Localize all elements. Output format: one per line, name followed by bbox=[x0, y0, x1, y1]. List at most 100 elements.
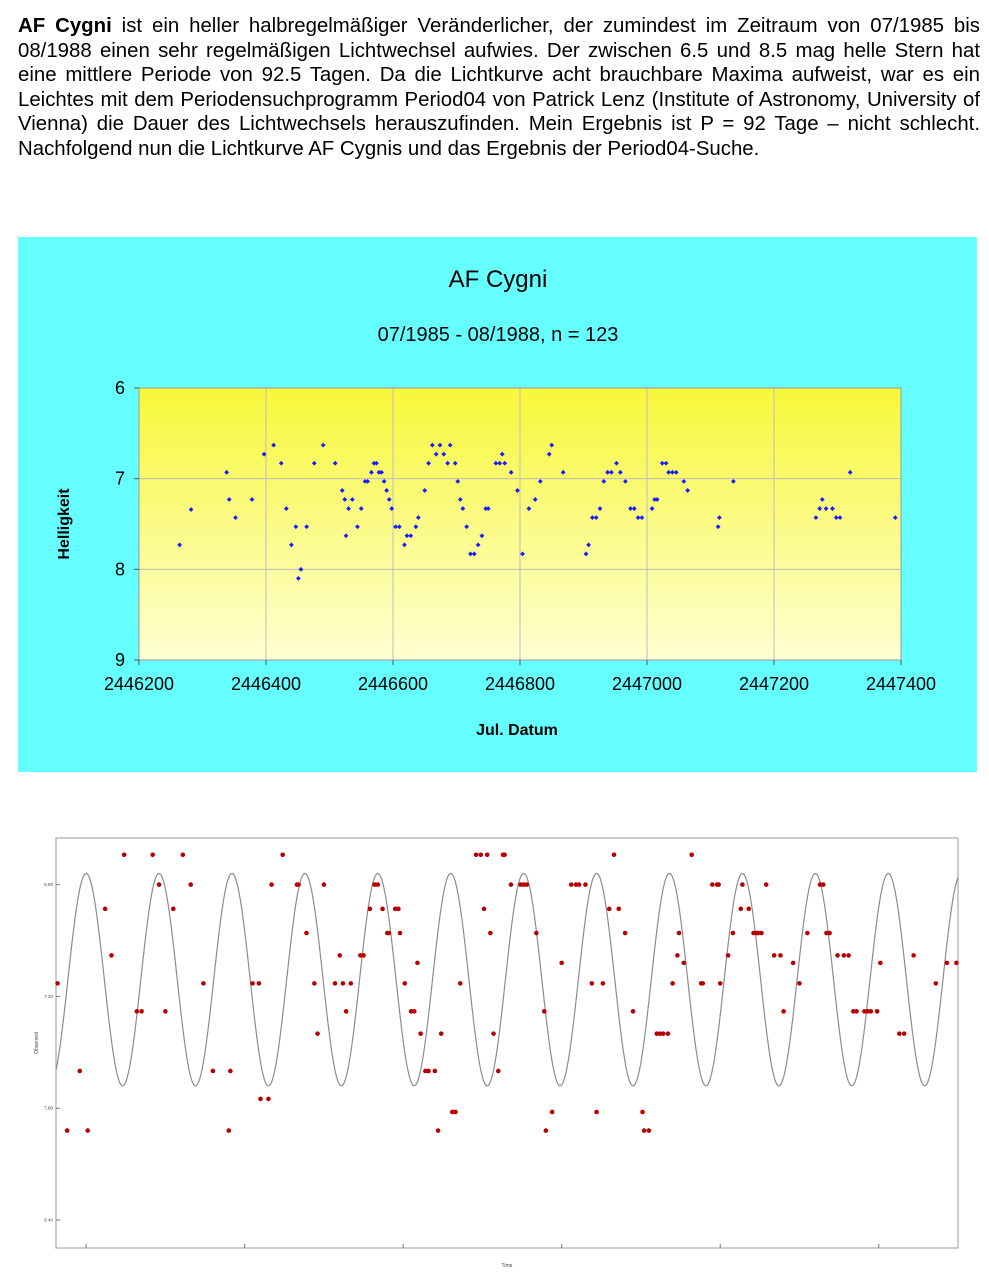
chart1-point bbox=[261, 451, 267, 457]
chart1-point bbox=[617, 469, 623, 475]
chart2-point bbox=[432, 1068, 438, 1074]
chart2-point bbox=[228, 1068, 233, 1074]
chart2-point bbox=[709, 882, 715, 887]
chart2-point bbox=[576, 882, 582, 887]
chart1-point bbox=[817, 506, 823, 511]
chart1-point bbox=[386, 497, 392, 502]
chart2-point bbox=[250, 981, 255, 986]
chart2-point bbox=[622, 930, 628, 936]
chart2-point bbox=[641, 1128, 647, 1133]
chart1-point bbox=[685, 488, 691, 493]
chart1-point bbox=[493, 460, 499, 466]
chart2-fit-curve bbox=[55, 872, 959, 1087]
chart1-x-ticks: 2446200 2446400 2446600 2446800 2447000 24472… bbox=[104, 660, 936, 694]
chart1-point bbox=[188, 507, 194, 512]
chart2-point bbox=[676, 930, 682, 936]
chart1-point bbox=[833, 515, 839, 521]
chart1-point bbox=[639, 515, 645, 521]
chart2-point bbox=[559, 960, 564, 966]
chart2-point bbox=[343, 1009, 349, 1014]
chart2-point bbox=[372, 882, 377, 887]
chart2-point bbox=[188, 882, 194, 887]
chart1-x-tick-label: 2447200 bbox=[739, 674, 809, 694]
chart2-point bbox=[790, 960, 796, 966]
chart2-point bbox=[397, 930, 403, 936]
chart1-point bbox=[652, 497, 658, 502]
chart1-point bbox=[320, 442, 326, 448]
chart2-point bbox=[256, 981, 262, 986]
chart1-point bbox=[304, 524, 310, 530]
chart1-point bbox=[583, 551, 589, 557]
chart1-point bbox=[471, 551, 477, 557]
chart2-point bbox=[805, 930, 810, 936]
chart1-grid bbox=[139, 388, 901, 660]
chart2-point bbox=[418, 1031, 423, 1036]
chart1-point bbox=[649, 506, 655, 511]
chart1-point bbox=[532, 497, 538, 502]
chart2-point bbox=[457, 981, 463, 986]
chart1-y-axis-label: Helligkeit bbox=[56, 488, 73, 560]
intro-star-name: AF Cygni bbox=[18, 15, 112, 37]
chart1-point bbox=[349, 497, 355, 502]
chart2-point bbox=[755, 930, 761, 936]
chart1-point bbox=[298, 566, 304, 572]
chart2-point bbox=[700, 981, 706, 986]
chart1-point bbox=[339, 488, 345, 493]
chart1-point bbox=[249, 497, 255, 502]
chart1-point bbox=[362, 478, 368, 484]
light-curve-chart: 2446200 2446400 2446600 2446800 2447000 24472… bbox=[18, 237, 977, 772]
chart2-point bbox=[473, 852, 479, 858]
chart2-point bbox=[367, 906, 373, 912]
chart2-point bbox=[411, 1009, 417, 1014]
chart2-point bbox=[171, 906, 176, 912]
chart1-x-axis-label: Jul. Datum bbox=[476, 722, 558, 739]
chart2-y-ticks: 6.60 7.20 7.80 8.40 bbox=[44, 882, 60, 1223]
chart1-y-tick-label: 8 bbox=[115, 559, 125, 579]
chart1-point bbox=[813, 515, 819, 521]
chart1-point bbox=[396, 524, 402, 530]
chart2-point bbox=[408, 1009, 414, 1014]
chart2-point bbox=[835, 953, 840, 958]
chart2-point bbox=[380, 906, 385, 912]
chart2-point bbox=[392, 906, 398, 912]
chart2-point bbox=[438, 1031, 444, 1036]
chart1-point bbox=[631, 506, 637, 511]
chart1-point bbox=[452, 460, 458, 466]
chart2-y-tick-label: 8.40 bbox=[44, 1218, 53, 1223]
chart1-point bbox=[670, 469, 675, 475]
chart2-point bbox=[478, 852, 484, 858]
chart1-point bbox=[445, 460, 451, 466]
chart1-point bbox=[623, 478, 628, 484]
chart1-point bbox=[468, 551, 473, 557]
chart2-point bbox=[77, 1068, 83, 1074]
chart1-point bbox=[502, 460, 508, 466]
chart2-y-tick-label: 7.20 bbox=[44, 994, 53, 999]
chart1-point bbox=[408, 533, 414, 539]
chart2-point bbox=[258, 1096, 263, 1102]
chart2-point bbox=[778, 953, 783, 958]
chart1-point bbox=[295, 576, 301, 581]
chart1-point bbox=[358, 506, 364, 511]
chart2-point bbox=[121, 852, 127, 858]
chart2-point bbox=[763, 882, 769, 887]
chart1-point bbox=[437, 442, 443, 448]
chart1-point bbox=[730, 478, 736, 484]
chart1-point bbox=[226, 497, 232, 502]
chart2-point bbox=[415, 960, 420, 966]
chart1-y-tick-label: 7 bbox=[115, 469, 125, 489]
chart2-point bbox=[568, 882, 574, 887]
chart1-point bbox=[681, 478, 687, 484]
chart2-point bbox=[402, 981, 408, 986]
chart2-point bbox=[725, 953, 731, 958]
chart1-point bbox=[379, 469, 384, 475]
chart2-point bbox=[521, 882, 526, 887]
chart2-point bbox=[681, 960, 687, 966]
chart1-point bbox=[369, 469, 374, 475]
chart1-point bbox=[404, 533, 410, 539]
chart2-point bbox=[109, 953, 114, 958]
chart1-point bbox=[441, 451, 447, 457]
chart1-point bbox=[597, 506, 603, 511]
chart2-point bbox=[897, 1031, 902, 1036]
chart1-point bbox=[413, 524, 419, 530]
chart1-y-ticks: 6 7 8 9 bbox=[115, 378, 139, 670]
